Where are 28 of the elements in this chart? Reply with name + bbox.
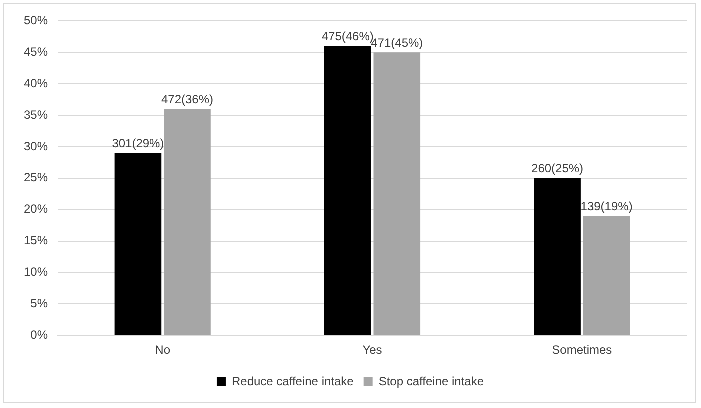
data-label: 472(36%) bbox=[161, 92, 214, 107]
data-label: 471(45%) bbox=[371, 36, 424, 50]
y-tick-label: 0% bbox=[30, 328, 48, 342]
y-tick-label: 25% bbox=[24, 170, 48, 185]
y-tick-label: 15% bbox=[24, 234, 48, 248]
y-tick-label: 5% bbox=[30, 296, 48, 310]
y-tick-label: 30% bbox=[24, 139, 48, 154]
y-tick-label: 35% bbox=[24, 108, 48, 122]
bar bbox=[114, 153, 162, 336]
y-tick-label: 50% bbox=[24, 14, 48, 28]
bar bbox=[374, 52, 421, 336]
y-tick-label: 10% bbox=[24, 265, 48, 280]
bar bbox=[534, 178, 581, 336]
data-label: 301(29%) bbox=[112, 136, 164, 151]
bar bbox=[583, 216, 630, 336]
y-tick-label: 40% bbox=[24, 76, 48, 90]
x-tick-label: Yes bbox=[362, 343, 382, 358]
x-tick-label: No bbox=[155, 343, 171, 358]
bar bbox=[324, 46, 372, 336]
x-tick-label: Sometimes bbox=[552, 343, 612, 358]
legend-label: Reduce caffeine intake bbox=[232, 374, 354, 388]
y-tick-label: 45% bbox=[24, 44, 48, 59]
data-label: 260(25%) bbox=[532, 162, 584, 176]
data-label: 139(19%) bbox=[580, 199, 633, 214]
y-tick-label: 20% bbox=[24, 202, 48, 216]
legend-label: Stop caffeine intake bbox=[378, 374, 484, 388]
bar bbox=[164, 109, 211, 336]
data-label: 475(46%) bbox=[322, 30, 374, 44]
